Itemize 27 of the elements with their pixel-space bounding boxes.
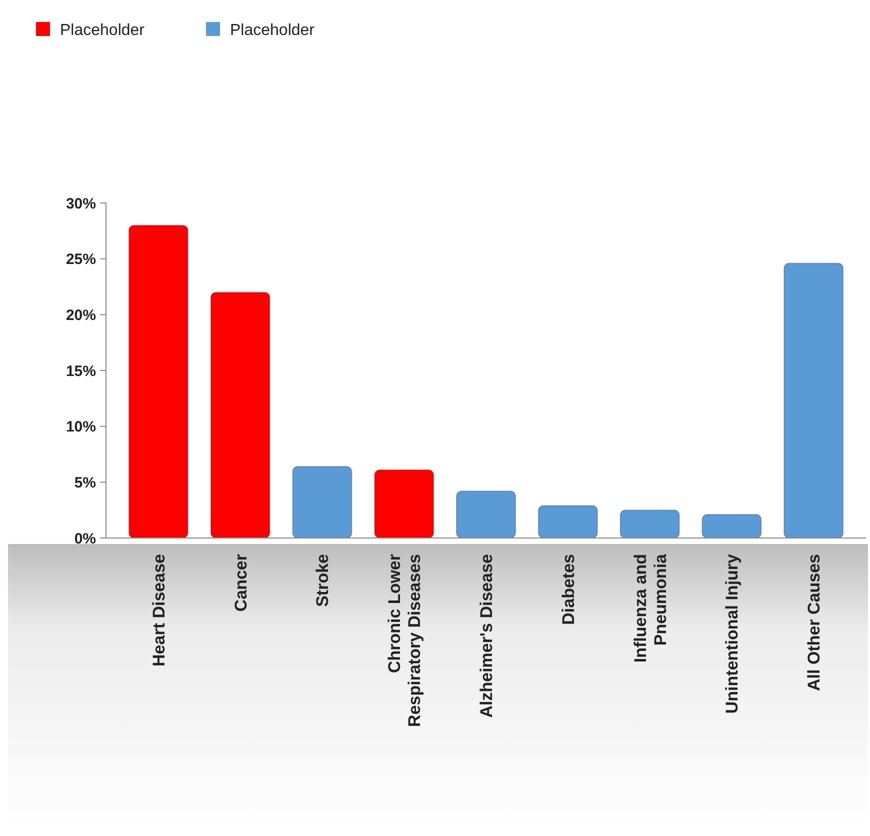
bar [374, 469, 434, 538]
y-tick-label: 30% [66, 195, 96, 212]
y-tick-label: 15% [66, 362, 96, 380]
bar [620, 510, 680, 538]
x-tick-label: Unintentional Injury [722, 553, 742, 714]
bar [210, 292, 270, 538]
x-tick-label: Alzheimer's Disease [477, 554, 496, 718]
bar [292, 466, 352, 538]
bar [456, 490, 516, 538]
bar [702, 514, 762, 538]
x-tick-label: Stroke [313, 554, 332, 607]
bar [784, 262, 844, 538]
y-tick-label: 25% [66, 251, 96, 268]
y-tick-label: 10% [66, 418, 96, 436]
y-tick-label: 0% [74, 530, 96, 548]
x-tick-label: All Other Causes [804, 554, 824, 691]
x-tick-label: Cancer [231, 554, 250, 612]
legend-label: Placeholder [60, 22, 146, 39]
legend-label: Placeholder [230, 22, 316, 39]
x-tick-label: Chronic Lower Respiratory Diseases [385, 554, 424, 727]
bar [128, 224, 188, 538]
bar [538, 505, 598, 538]
y-tick-label: 5% [74, 474, 96, 492]
x-tick-label: Heart Disease [149, 554, 168, 666]
x-tick-label: Influenza and Pneumonia [630, 553, 670, 663]
y-tick-label: 20% [66, 306, 96, 324]
x-tick-label: Diabetes [558, 554, 578, 625]
